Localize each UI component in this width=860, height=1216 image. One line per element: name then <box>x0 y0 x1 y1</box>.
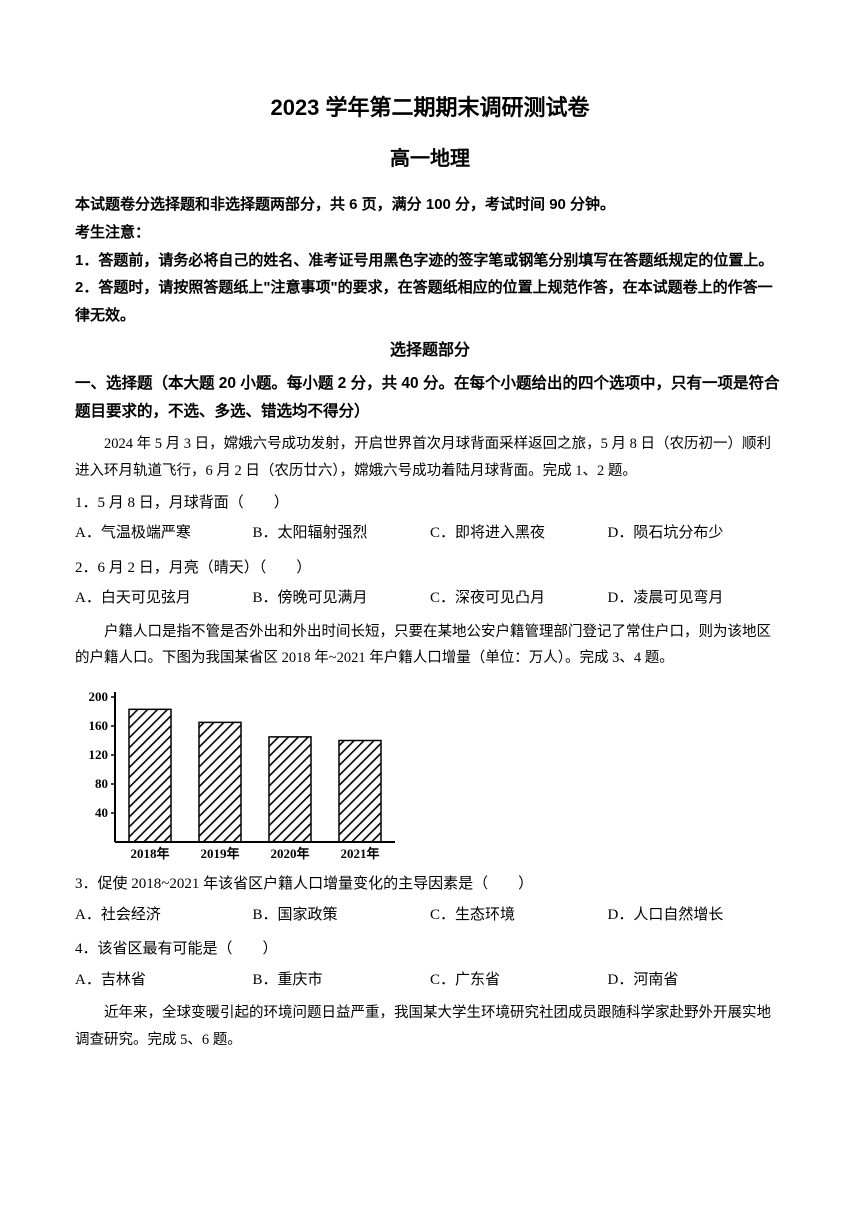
question-3-stem: 3．促使 2018~2021 年该省区户籍人口增量变化的主导因素是（ ） <box>75 870 785 899</box>
instruction-line-2: 考生注意： <box>75 219 785 247</box>
q4-option-a: A．吉林省 <box>75 966 253 995</box>
passage-2: 户籍人口是指不管是否外出和外出时间长短，只要在某地公安户籍管理部门登记了常住户口… <box>75 619 785 673</box>
chart-svg: 40 80 120 160 200 2018年 2019年 2020年 2021年 <box>75 682 405 862</box>
q4-option-c: C．广东省 <box>430 966 608 995</box>
q1-option-a: A．气温极端严寒 <box>75 519 253 548</box>
subject-title: 高一地理 <box>75 143 785 175</box>
population-chart: 40 80 120 160 200 2018年 2019年 2020年 2021年 <box>75 682 405 862</box>
passage-1: 2024 年 5 月 3 日，嫦娥六号成功发射，开启世界首次月球背面采样返回之旅… <box>75 431 785 485</box>
q2-option-a: A．白天可见弦月 <box>75 584 253 613</box>
q3-option-c: C．生态环境 <box>430 901 608 930</box>
svg-text:200: 200 <box>89 689 109 704</box>
q3-option-b: B．国家政策 <box>253 901 431 930</box>
instruction-line-4: 2．答题时，请按照答题纸上"注意事项"的要求，在答题纸相应的位置上规范作答，在本… <box>75 274 785 330</box>
svg-text:2018年: 2018年 <box>130 846 169 861</box>
question-2-options: A．白天可见弦月 B．傍晚可见满月 C．深夜可见凸月 D．凌晨可见弯月 <box>75 584 785 613</box>
q4-option-d: D．河南省 <box>608 966 786 995</box>
q1-option-d: D．陨石坑分布少 <box>608 519 786 548</box>
q1-option-c: C．即将进入黑夜 <box>430 519 608 548</box>
question-1-options: A．气温极端严寒 B．太阳辐射强烈 C．即将进入黑夜 D．陨石坑分布少 <box>75 519 785 548</box>
svg-text:2019年: 2019年 <box>200 846 239 861</box>
q3-option-a: A．社会经济 <box>75 901 253 930</box>
question-4-stem: 4．该省区最有可能是（ ） <box>75 935 785 964</box>
question-2-stem: 2．6 月 2 日，月亮（晴天）（ ） <box>75 554 785 583</box>
svg-text:2020年: 2020年 <box>270 846 309 861</box>
section-header: 选择题部分 <box>75 338 785 364</box>
q2-option-d: D．凌晨可见弯月 <box>608 584 786 613</box>
q1-option-b: B．太阳辐射强烈 <box>253 519 431 548</box>
exam-title: 2023 学年第二期期末调研测试卷 <box>75 90 785 125</box>
q2-option-b: B．傍晚可见满月 <box>253 584 431 613</box>
q3-option-d: D．人口自然增长 <box>608 901 786 930</box>
instruction-line-3: 1．答题前，请务必将自己的姓名、准考证号用黑色字迹的签字笔或钢笔分别填写在答题纸… <box>75 247 785 275</box>
svg-text:120: 120 <box>89 747 109 762</box>
svg-text:2021年: 2021年 <box>340 846 379 861</box>
instructions-block: 本试题卷分选择题和非选择题两部分，共 6 页，满分 100 分，考试时间 90 … <box>75 191 785 330</box>
instruction-line-1: 本试题卷分选择题和非选择题两部分，共 6 页，满分 100 分，考试时间 90 … <box>75 191 785 219</box>
svg-text:80: 80 <box>95 776 108 791</box>
q4-option-b: B．重庆市 <box>253 966 431 995</box>
svg-text:160: 160 <box>89 718 109 733</box>
passage-3: 近年来，全球变暖引起的环境问题日益严重，我国某大学生环境研究社团成员跟随科学家赴… <box>75 1000 785 1054</box>
question-4-options: A．吉林省 B．重庆市 C．广东省 D．河南省 <box>75 966 785 995</box>
svg-text:40: 40 <box>95 805 108 820</box>
question-3-options: A．社会经济 B．国家政策 C．生态环境 D．人口自然增长 <box>75 901 785 930</box>
q2-option-c: C．深夜可见凸月 <box>430 584 608 613</box>
question-1-stem: 1．5 月 8 日，月球背面（ ） <box>75 489 785 518</box>
part-header: 一、选择题（本大题 20 小题。每小题 2 分，共 40 分。在每个小题给出的四… <box>75 370 785 427</box>
